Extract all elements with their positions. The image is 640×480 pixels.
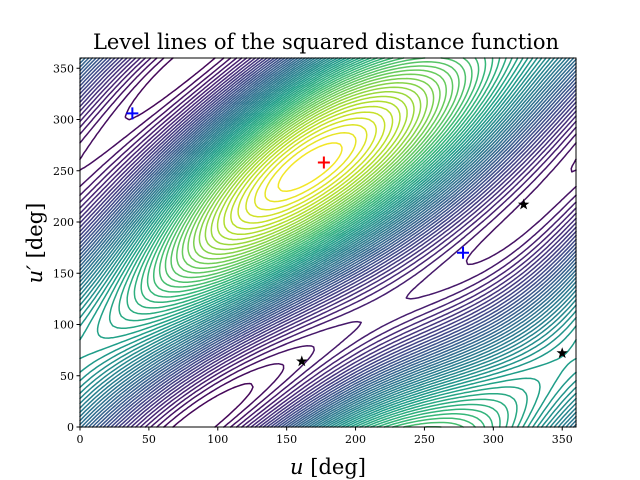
contour-level-53 bbox=[223, 100, 401, 236]
contour-level-44 bbox=[170, 61, 460, 279]
contour-level-35 bbox=[108, 57, 528, 428]
y-tick-label: 300 bbox=[53, 114, 74, 127]
axis-ticks: 0 50 100 150 200 250 300 350 0 50 100 150 200 250 300 3… bbox=[53, 62, 573, 446]
contour-level-31 bbox=[79, 57, 577, 428]
contour-level-58 bbox=[264, 131, 357, 203]
y-axis-unit: [deg] bbox=[23, 203, 47, 265]
contour-level-52 bbox=[216, 95, 408, 241]
plot-frame bbox=[79, 57, 577, 428]
contour-level-34 bbox=[96, 57, 541, 428]
chart-title: Level lines of the squared distance func… bbox=[93, 30, 559, 54]
contour-lines bbox=[79, 57, 577, 428]
y-tick-label: 200 bbox=[53, 216, 74, 229]
x-tick-label: 100 bbox=[207, 433, 228, 446]
star-marker bbox=[517, 198, 530, 210]
contour-level-2 bbox=[79, 57, 577, 428]
contour-level-45 bbox=[176, 65, 454, 274]
contour-level-47 bbox=[187, 73, 441, 265]
contour-level-54 bbox=[230, 105, 394, 230]
contour-level-36 bbox=[118, 57, 518, 428]
contour-level-9 bbox=[79, 57, 577, 428]
contour-level-42 bbox=[158, 57, 473, 428]
contour-level-41 bbox=[152, 57, 480, 428]
x-axis-var: u bbox=[290, 455, 304, 479]
blue-plus-marker bbox=[457, 246, 470, 259]
contour-level-57 bbox=[254, 124, 368, 211]
y-tick-label: 50 bbox=[60, 370, 74, 383]
x-tick-label: 50 bbox=[142, 433, 156, 446]
x-tick-label: 200 bbox=[345, 433, 366, 446]
contour-level-55 bbox=[237, 111, 386, 224]
x-tick-label: 0 bbox=[77, 433, 84, 446]
y-tick-label: 250 bbox=[53, 165, 74, 178]
contour-level-1 bbox=[124, 57, 254, 428]
x-tick-label: 250 bbox=[414, 433, 435, 446]
markers bbox=[126, 107, 568, 367]
contour-level-6 bbox=[79, 57, 577, 428]
contour-level-51 bbox=[210, 90, 415, 246]
x-axis-unit: [deg] bbox=[304, 455, 366, 479]
contour-level-50 bbox=[204, 86, 422, 251]
contour-level-28 bbox=[79, 57, 577, 428]
contour-level-33 bbox=[79, 57, 577, 428]
blue-plus-marker bbox=[126, 107, 139, 120]
contour-level-15 bbox=[79, 57, 577, 428]
contour-level-24 bbox=[79, 57, 577, 428]
contour-level-11 bbox=[79, 57, 577, 428]
contour-level-39 bbox=[140, 57, 494, 428]
y-tick-label: 350 bbox=[53, 62, 74, 75]
x-tick-label: 350 bbox=[552, 433, 573, 446]
x-tick-label: 150 bbox=[276, 433, 297, 446]
y-axis-label: u′ [deg] bbox=[23, 203, 47, 284]
contour-level-5 bbox=[79, 57, 577, 428]
contour-level-46 bbox=[181, 69, 447, 269]
star-marker bbox=[556, 347, 568, 359]
contour-level-59 bbox=[277, 142, 343, 192]
contour-level-26 bbox=[79, 57, 577, 428]
y-tick-label: 0 bbox=[67, 421, 74, 434]
y-tick-label: 100 bbox=[53, 319, 74, 332]
contour-level-4 bbox=[79, 57, 577, 428]
contour-level-12 bbox=[79, 57, 577, 428]
contour-level-40 bbox=[146, 57, 487, 428]
contour-level-7 bbox=[79, 57, 577, 428]
x-tick-label: 300 bbox=[483, 433, 504, 446]
contour-level-3 bbox=[79, 57, 577, 428]
contour-level-56 bbox=[245, 117, 377, 218]
y-axis-var: u′ bbox=[23, 265, 47, 284]
contour-level-48 bbox=[192, 77, 435, 260]
y-tick-label: 150 bbox=[53, 267, 74, 280]
contour-level-23 bbox=[79, 57, 577, 428]
contour-level-21 bbox=[79, 57, 577, 428]
contour-level-19 bbox=[79, 57, 577, 428]
contour-level-37 bbox=[126, 57, 509, 428]
x-axis-label: u [deg] bbox=[290, 455, 366, 479]
star-marker bbox=[296, 355, 308, 367]
contour-level-16 bbox=[79, 57, 577, 428]
contour-level-49 bbox=[198, 82, 428, 255]
contour-level-20 bbox=[79, 57, 577, 428]
red-plus-marker bbox=[317, 156, 330, 169]
contour-level-38 bbox=[133, 57, 501, 428]
